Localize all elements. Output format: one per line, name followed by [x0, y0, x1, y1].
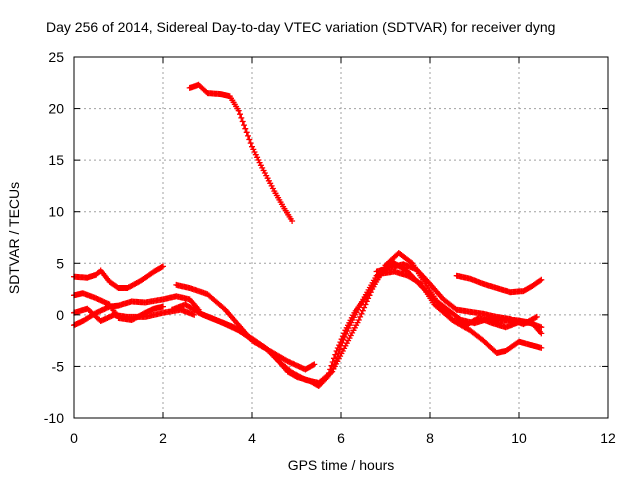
series-track-k [453, 272, 545, 296]
x-tick-label: 0 [70, 430, 78, 446]
y-tick-label: 5 [56, 255, 64, 271]
series-track-a [71, 263, 166, 291]
x-tick-label: 6 [337, 430, 345, 446]
data-points [71, 81, 545, 389]
y-tick-label: 20 [48, 101, 64, 117]
y-tick-label: -10 [44, 410, 64, 426]
x-tick-label: 2 [159, 430, 167, 446]
y-tick-label: 25 [48, 49, 64, 65]
axis-ticks: 0 2 4 6 8 10 12 -10 -5 0 5 10 15 20 25 [44, 49, 616, 446]
series-markers [453, 272, 545, 296]
y-tick-label: 15 [48, 152, 64, 168]
chart-title: Day 256 of 2014, Sidereal Day-to-day VTE… [46, 19, 555, 35]
y-tick-label: 10 [48, 204, 64, 220]
series-track-f [173, 281, 318, 373]
y-tick-label: -5 [52, 358, 65, 374]
series-track-j [373, 261, 540, 328]
x-tick-label: 8 [426, 430, 434, 446]
x-tick-label: 10 [511, 430, 527, 446]
x-tick-label: 12 [600, 430, 616, 446]
series-markers [71, 263, 166, 291]
series-markers [173, 281, 318, 373]
y-tick-label: 0 [56, 307, 64, 323]
y-axis-label: SDTVAR / TECUs [6, 182, 22, 294]
x-tick-label: 4 [248, 430, 256, 446]
series-markers [373, 261, 540, 328]
x-axis-label: GPS time / hours [288, 457, 395, 473]
series-markers [186, 81, 296, 224]
series-track-e [186, 81, 296, 224]
grid [74, 57, 608, 418]
